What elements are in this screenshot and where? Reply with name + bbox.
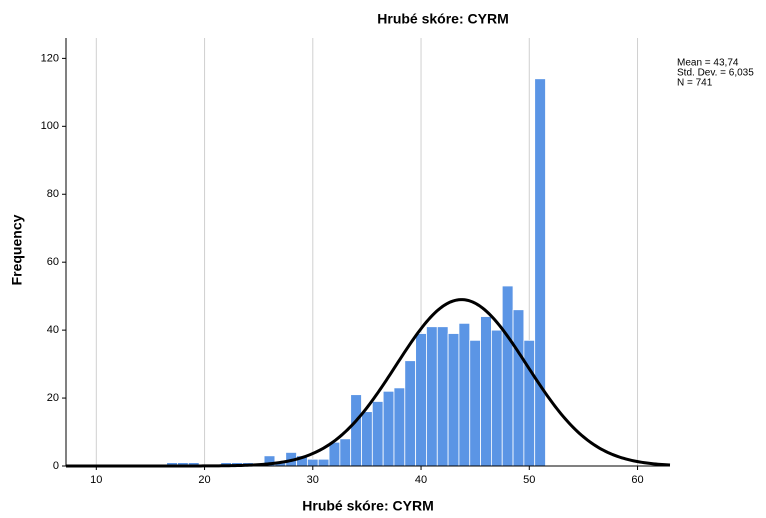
x-axis-label: Hrubé skóre: CYRM [302,498,433,514]
x-tick-label: 60 [631,474,643,486]
bar [426,326,438,467]
y-tick-label: 60 [47,256,59,268]
bar [480,316,492,467]
y-tick-label: 100 [41,120,59,132]
bar [415,333,427,467]
bar [534,78,546,467]
bar [436,326,449,467]
bar [361,411,373,467]
x-tick-label: 30 [307,474,319,486]
bar [512,309,525,467]
y-tick-label: 20 [47,392,59,404]
y-tick-label: 0 [53,460,59,472]
bar [317,458,330,467]
x-tick-label: 40 [415,474,427,486]
bar [339,438,352,467]
stat-n: N = 741 [677,78,713,89]
bar [393,387,406,467]
stat-mean: Mean = 43,74 [677,58,739,69]
bar [447,333,460,467]
x-tick-label: 20 [198,474,210,486]
y-tick-label: 80 [47,188,59,200]
bar [350,394,362,467]
bar [523,339,536,467]
bar [501,285,514,467]
bar [469,339,481,467]
y-tick-label: 40 [47,324,59,336]
bar [306,458,319,467]
bar [328,441,341,467]
y-axis-label: Frequency [9,214,25,285]
y-tick-label: 120 [41,52,59,64]
bar [371,401,384,467]
bar [458,322,471,467]
chart-title: Hrubé skóre: CYRM [377,11,508,27]
bar [490,329,503,467]
bar [382,390,395,467]
stat-sd: Std. Dev. = 6,035 [677,68,754,79]
x-tick-label: 50 [523,474,535,486]
bar [404,360,417,467]
x-tick-label: 10 [90,474,102,486]
